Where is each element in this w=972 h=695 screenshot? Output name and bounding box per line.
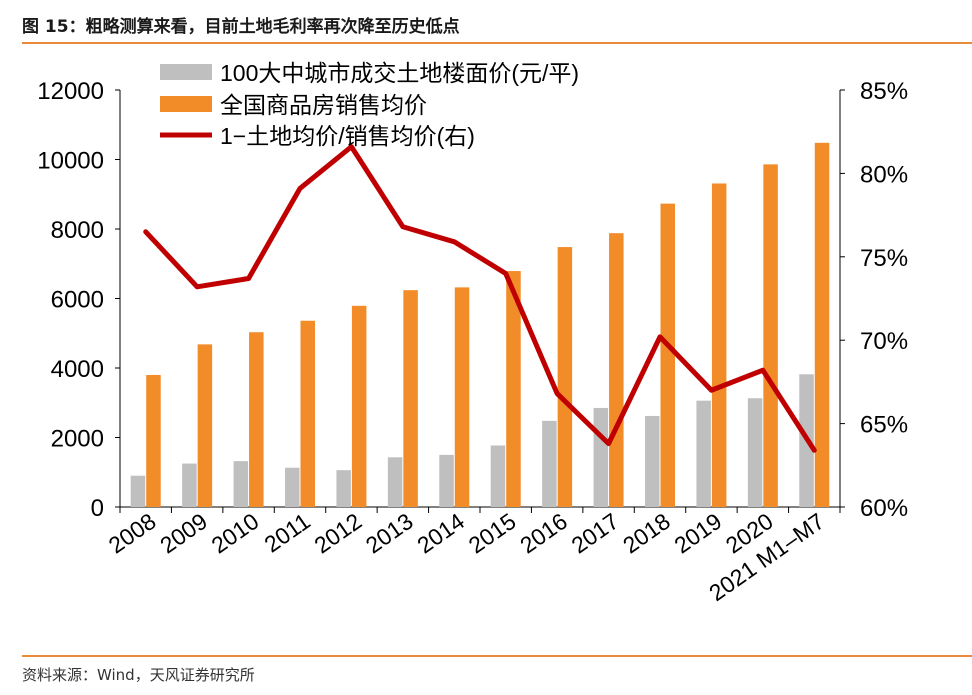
x-tick-label: 2017: [567, 508, 624, 559]
x-tick-label: 2019: [669, 508, 726, 559]
left-tick-label: 0: [91, 495, 104, 522]
bar-house-price: [351, 305, 367, 507]
left-tick-label: 10000: [37, 148, 104, 175]
bar-house-price: [609, 233, 624, 508]
bar-house-price: [300, 320, 315, 507]
bar-house-price: [249, 332, 264, 507]
bar-house-price: [146, 374, 161, 507]
source-note: 资料来源：Wind，天风证券研究所: [22, 666, 255, 684]
bar-house-price: [814, 142, 830, 507]
x-tick-label: 2015: [464, 508, 521, 559]
legend-label-margin: 1−土地均价/销售均价(右): [220, 123, 475, 149]
right-tick-label: 75%: [860, 245, 908, 272]
bar-house-price: [197, 344, 213, 507]
figure-title: 图 15：粗略测算来看，目前土地毛利率再次降至历史低点: [22, 17, 460, 37]
chart-bars: [130, 142, 830, 508]
x-tick-label: 2013: [361, 508, 418, 559]
bar-land-price: [542, 420, 557, 507]
legend-label-house: 全国商品房销售均价: [220, 92, 427, 118]
bar-land-price: [490, 445, 506, 507]
left-tick-label: 6000: [51, 287, 104, 314]
bar-land-price: [336, 470, 351, 507]
footer-rule: [22, 655, 972, 657]
x-tick-label: 2009: [155, 508, 212, 559]
chart-line: [143, 144, 817, 453]
chart-legend: 100大中城市成交土地楼面价(元/平) 全国商品房销售均价 1−土地均价/销售均价(…: [160, 60, 579, 149]
x-tick-label: 2008: [104, 508, 161, 559]
bar-house-price: [711, 183, 727, 508]
legend-label-land: 100大中城市成交土地楼面价(元/平): [220, 60, 579, 86]
bar-house-price: [557, 247, 573, 507]
bar-land-price: [645, 415, 660, 507]
x-tick-label: 2010: [207, 508, 264, 559]
bar-line-chart: 0 2000 4000 6000 8000 10000 12000 60% 65% 70% 75% 8…: [37, 60, 908, 606]
right-tick-label: 65%: [860, 412, 908, 439]
bar-land-price: [182, 463, 197, 507]
x-tick-label: 2016: [515, 508, 572, 559]
bar-land-price: [696, 400, 711, 507]
x-tick-label: 2018: [618, 508, 675, 559]
right-tick-label: 60%: [860, 495, 908, 522]
bar-house-price: [454, 287, 470, 507]
bar-land-price: [285, 467, 300, 507]
bar-land-price: [747, 398, 763, 507]
x-tick-label: 2011: [259, 508, 314, 558]
legend-swatch-house: [160, 96, 212, 112]
bar-land-price: [387, 457, 403, 507]
bar-land-price: [593, 407, 609, 507]
right-tick-label: 85%: [860, 78, 908, 105]
header-rule: [22, 42, 972, 44]
legend-swatch-land: [160, 64, 212, 80]
right-tick-label: 70%: [860, 328, 908, 355]
left-tick-label: 4000: [51, 356, 104, 383]
left-tick-label: 2000: [51, 426, 104, 453]
x-tick-label: 2012: [309, 508, 366, 559]
left-tick-label: 8000: [51, 217, 104, 244]
left-tick-label: 12000: [37, 78, 104, 105]
bar-land-price: [233, 461, 249, 507]
right-tick-label: 80%: [860, 161, 908, 188]
bar-house-price: [660, 203, 675, 507]
x-tick-label: 2014: [412, 508, 469, 559]
line-margin-series: [143, 144, 817, 453]
bar-land-price: [439, 454, 454, 507]
bar-house-price: [506, 271, 521, 507]
bar-land-price: [130, 475, 146, 507]
bar-house-price: [403, 290, 418, 507]
bar-house-price: [763, 164, 778, 508]
